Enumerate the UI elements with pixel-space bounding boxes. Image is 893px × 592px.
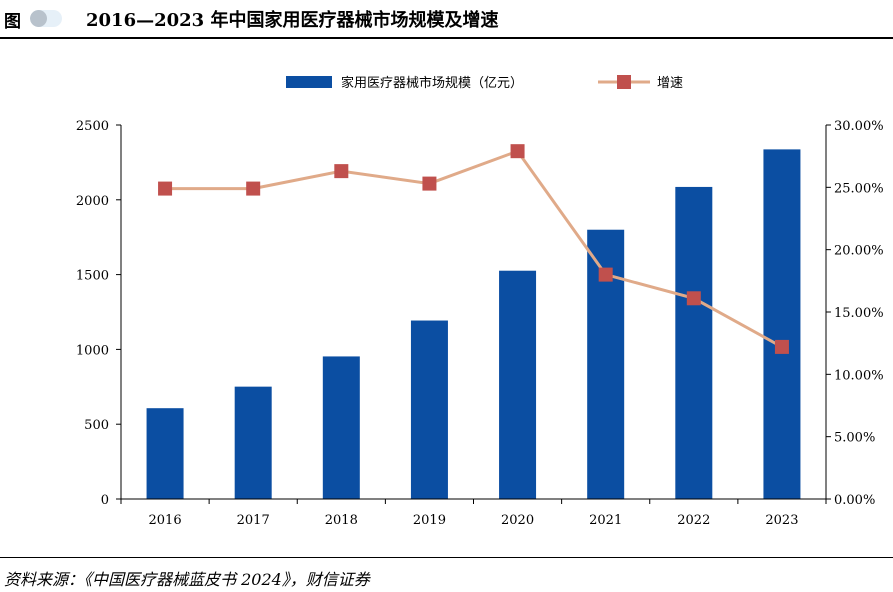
legend-swatch-growth-marker <box>617 75 631 89</box>
bar-2020 <box>499 270 537 499</box>
y-right-tick-label: 30.00% <box>834 119 884 134</box>
point-2023 <box>774 339 789 354</box>
chart-title: 2016—2023 年中国家用医疗器械市场规模及增速 <box>86 10 499 31</box>
y-left-tick-label: 2000 <box>76 194 109 209</box>
x-tick-label: 2021 <box>589 513 622 528</box>
point-2016 <box>158 181 173 196</box>
x-tick-label: 2017 <box>237 513 270 528</box>
y-left-tick-label: 0 <box>101 493 109 508</box>
x-tick-label: 2018 <box>325 513 358 528</box>
x-tick-label: 2023 <box>765 513 798 528</box>
legend-label-growth: 增速 <box>657 76 683 91</box>
point-2020 <box>510 144 525 159</box>
point-2019 <box>422 176 437 191</box>
x-tick-label: 2020 <box>501 513 534 528</box>
y-left-tick-label: 2500 <box>76 119 109 134</box>
y-right-tick-label: 25.00% <box>834 181 884 196</box>
y-right-tick-label: 10.00% <box>834 368 884 383</box>
y-left-tick-label: 500 <box>84 418 109 433</box>
legend-label-market-size: 家用医疗器械市场规模（亿元） <box>341 75 523 91</box>
bar-2018 <box>322 356 360 499</box>
point-2021 <box>598 267 613 282</box>
source-note: 资料来源：《中国医疗器械蓝皮书 2024》，财信证券 <box>4 570 370 589</box>
bar-2017 <box>234 386 272 499</box>
x-tick-label: 2022 <box>677 513 710 528</box>
bar-2019 <box>410 320 448 499</box>
y-left-tick-label: 1500 <box>76 269 109 284</box>
y-right-tick-label: 15.00% <box>834 306 884 321</box>
y-right-tick-label: 5.00% <box>834 431 875 446</box>
point-2017 <box>246 181 261 196</box>
figure-label: 图 <box>4 12 21 32</box>
point-2022 <box>686 291 701 306</box>
figure-header: 图 2016—2023 年中国家用医疗器械市场规模及增速 <box>0 0 893 38</box>
bar-2016 <box>146 408 184 499</box>
chart: 0 500 1000 1500 2000 2500 0.00% 5.00% 10.00% 15.0… <box>76 75 884 528</box>
header-rule <box>0 37 893 39</box>
y-left-tick-label: 1000 <box>76 343 109 358</box>
bar-2022 <box>675 186 713 500</box>
y-right-tick-label: 20.00% <box>834 244 884 259</box>
legend-swatch-market-size <box>286 76 332 88</box>
series-line-growth <box>165 149 783 349</box>
figure-label-pill-icon <box>30 10 62 27</box>
x-tick-label: 2019 <box>413 513 446 528</box>
footer-rule <box>0 557 893 558</box>
bar-2023 <box>763 149 801 499</box>
y-right-tick-label: 0.00% <box>834 493 875 508</box>
point-2018 <box>334 164 349 179</box>
x-tick-label: 2016 <box>149 513 182 528</box>
